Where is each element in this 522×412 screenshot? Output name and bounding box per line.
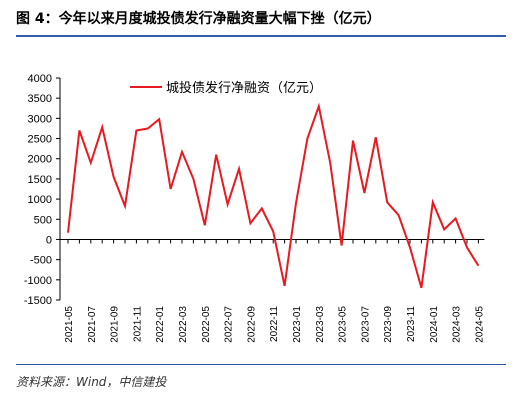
x-tick-label: 2021-05 (64, 306, 75, 343)
y-tick-label: 500 (34, 214, 52, 226)
x-axis: 2021-05 2021-07 2021-09 2021-11 2022-01 2022-… (60, 238, 485, 343)
y-tick-label: 1000 (28, 194, 52, 206)
source-note: 资料来源：Wind，中信建投 (16, 375, 167, 389)
y-tick-label: -1500 (24, 295, 52, 307)
x-tick-label: 2023-09 (383, 306, 394, 343)
x-tick-label: 2022-09 (246, 306, 257, 343)
series-layer (67, 102, 480, 289)
x-tick-label: 2021-11 (132, 306, 143, 342)
y-tick-label: 0 (46, 234, 52, 246)
x-tick-label: 2023-11 (406, 306, 417, 342)
x-tick-label: 2024-05 (474, 306, 485, 343)
x-tick-label: 2021-07 (87, 306, 98, 343)
y-tick-label: 1500 (28, 174, 52, 186)
x-tick-label: 2023-07 (360, 306, 371, 343)
y-tick-label: 3000 (28, 113, 52, 125)
figure-title: 图 4：今年以来月度城投债发行净融资量大幅下挫（亿元） (16, 11, 381, 27)
x-tick-label: 2022-11 (269, 306, 280, 342)
x-tick-label: 2024-03 (452, 306, 463, 343)
y-tick-label: 4000 (28, 73, 52, 85)
y-tick-label: 2000 (28, 154, 52, 166)
y-tick-label: -500 (30, 255, 52, 267)
x-tick-label: 2022-07 (224, 306, 235, 343)
y-tick-label: 3500 (28, 93, 52, 105)
x-tick-label: 2021-09 (110, 306, 121, 343)
x-tick-label: 2022-05 (201, 306, 212, 343)
series-line (67, 102, 480, 289)
x-tick-label: 2023-01 (292, 306, 303, 343)
y-axis: 4000 3500 3000 2500 2000 1500 1000 500 0 -500 -100… (24, 73, 61, 307)
y-tick-label: 2500 (28, 134, 52, 146)
x-tick-label: 2024-01 (429, 306, 440, 343)
source-rule (16, 364, 506, 365)
x-tick-label: 2022-01 (155, 306, 166, 343)
title-rule (16, 35, 506, 37)
legend-label: 城投债发行净融资（亿元） (166, 80, 322, 96)
y-tick-label: -1000 (24, 275, 52, 287)
x-tick-label: 2023-05 (338, 306, 349, 343)
x-tick-label: 2022-03 (178, 306, 189, 343)
legend: 城投债发行净融资（亿元） (130, 80, 322, 96)
x-tick-label: 2023-03 (315, 306, 326, 343)
